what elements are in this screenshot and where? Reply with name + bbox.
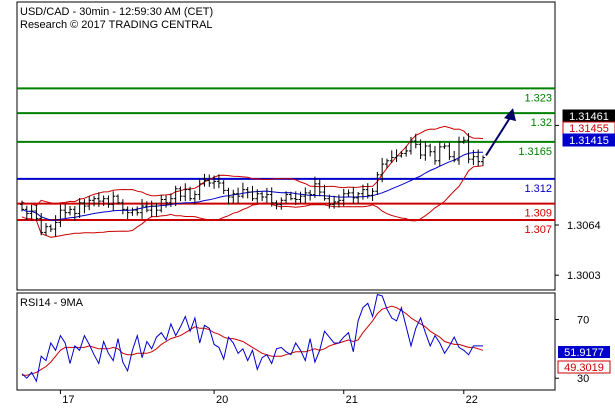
- level-label-1.309: 1.309: [524, 208, 552, 220]
- level-label-1.307: 1.307: [524, 224, 552, 236]
- time-tick-label: 20: [216, 394, 228, 406]
- time-axis: 17 20 21 22: [59, 390, 478, 406]
- rsi-label: RSI14 - 9MA: [20, 297, 84, 309]
- time-tick-label: 22: [466, 394, 478, 406]
- rsi-value-box: [558, 346, 610, 358]
- rsi-ma-line: [22, 305, 484, 376]
- rsi-tick-label: 30: [577, 373, 589, 385]
- price-tag-box: [562, 133, 615, 147]
- price-panel: 1.323 1.32 1.3165 1.312 1.309 1.307 USD/CAD -…: [16, 1, 556, 291]
- bollinger-lower: [21, 165, 484, 238]
- price-tag-1.31461: 1.31461: [569, 111, 609, 123]
- rsi-lines: [21, 293, 484, 383]
- rsi-axis: 70 30 51.9177 49.3019: [555, 314, 611, 385]
- price-panel-frame: [16, 1, 556, 291]
- forecast-arrowhead: [504, 108, 516, 122]
- level-label-1.3165: 1.3165: [518, 146, 552, 158]
- forecast-arrow-shaft: [485, 115, 512, 157]
- rsi-panel: RSI14 - 9MA: [16, 292, 556, 391]
- rsi-panel-frame: [16, 292, 556, 391]
- rsi-ma-box: [557, 360, 611, 374]
- rsi-ma-label: 49.3019: [564, 362, 604, 374]
- price-tag-1.31415: 1.31415: [569, 135, 609, 147]
- forecast-arrow: [485, 108, 516, 157]
- price-tick-label: 1.3064: [567, 220, 601, 232]
- rsi-value-label: 51.9177: [564, 347, 604, 359]
- price-tag-1.31455: 1.31455: [569, 123, 609, 135]
- rsi-line: [21, 293, 483, 383]
- level-label-1.312: 1.312: [524, 183, 552, 195]
- time-tick-label: 21: [346, 394, 358, 406]
- chart-title: USD/CAD - 30min - 12:59:30 AM (CET): [20, 6, 213, 18]
- rsi-tick-label: 70: [577, 314, 589, 326]
- price-tick-label: 1.3003: [567, 270, 601, 282]
- level-label-1.32: 1.32: [531, 117, 552, 129]
- time-tick-label: 17: [62, 394, 74, 406]
- candlesticks: [20, 133, 485, 237]
- level-label-1.323: 1.323: [524, 92, 552, 104]
- chart-copyright: Research © 2017 TRADING CENTRAL: [20, 19, 213, 31]
